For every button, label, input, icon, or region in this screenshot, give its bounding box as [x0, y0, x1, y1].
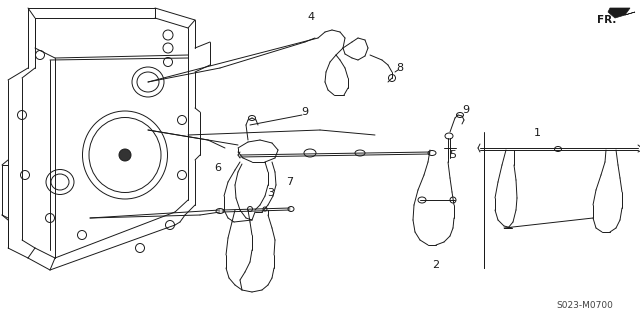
Text: S023-M0700: S023-M0700 — [556, 301, 613, 310]
Ellipse shape — [119, 149, 131, 161]
Polygon shape — [608, 8, 635, 18]
Text: 3: 3 — [268, 188, 275, 198]
Text: 7: 7 — [287, 177, 294, 187]
Text: 9: 9 — [301, 107, 308, 117]
Text: 8: 8 — [396, 63, 404, 73]
Text: 9: 9 — [463, 105, 470, 115]
Text: 6: 6 — [214, 163, 221, 173]
Text: FR.: FR. — [597, 15, 616, 25]
Text: 2: 2 — [433, 260, 440, 270]
Text: 1: 1 — [534, 128, 541, 138]
Text: 5: 5 — [449, 150, 456, 160]
Text: 4: 4 — [307, 12, 315, 22]
